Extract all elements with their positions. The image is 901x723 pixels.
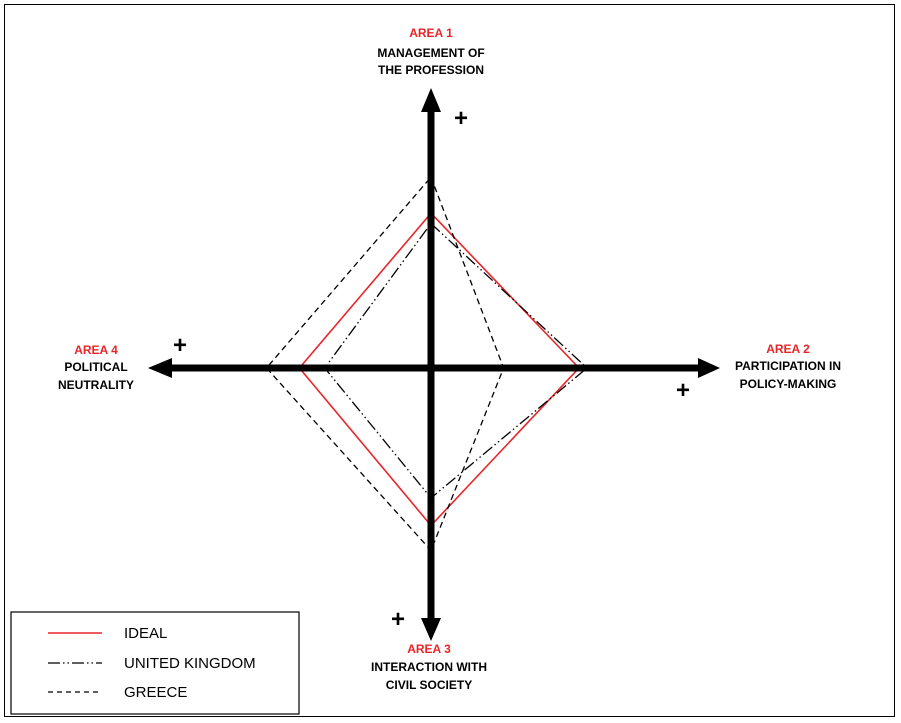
area1-plus: + bbox=[454, 105, 468, 132]
area1-title: AREA 1 bbox=[409, 26, 453, 40]
legend: IDEAL UNITED KINGDOM GREECE bbox=[10, 611, 300, 715]
area3-plus: + bbox=[391, 606, 405, 633]
legend-label-greece: GREECE bbox=[124, 684, 187, 701]
area2-title: AREA 2 bbox=[766, 342, 810, 356]
legend-label-ideal: IDEAL bbox=[124, 625, 167, 642]
arrow-area3-icon bbox=[421, 618, 441, 641]
legend-item-united-kingdom: UNITED KINGDOM bbox=[48, 655, 256, 672]
area4-line2: NEUTRALITY bbox=[58, 378, 134, 392]
series-layer bbox=[265, 175, 588, 552]
area1-label: AREA 1 MANAGEMENT OF THE PROFESSION + bbox=[377, 26, 484, 132]
arrow-area4-icon bbox=[148, 358, 172, 378]
diagram-frame bbox=[4, 4, 895, 717]
arrow-area1-icon bbox=[421, 88, 441, 112]
area2-plus: + bbox=[676, 377, 690, 404]
legend-item-ideal: IDEAL bbox=[48, 625, 167, 642]
area3-title: AREA 3 bbox=[407, 642, 451, 656]
area2-label: AREA 2 PARTICIPATION IN POLICY-MAKING + bbox=[676, 342, 841, 404]
area3-line2: CIVIL SOCIETY bbox=[386, 678, 472, 692]
series-united-kingdom-polygon bbox=[323, 222, 588, 499]
area3-label: AREA 3 INTERACTION WITH CIVIL SOCIETY + bbox=[371, 606, 487, 692]
area4-label: AREA 4 POLITICAL NEUTRALITY + bbox=[58, 332, 187, 392]
area2-line2: POLICY-MAKING bbox=[740, 377, 837, 391]
legend-item-greece: GREECE bbox=[48, 684, 187, 701]
area1-line1: MANAGEMENT OF bbox=[377, 46, 484, 60]
area3-line1: INTERACTION WITH bbox=[371, 660, 487, 674]
area2-line1: PARTICIPATION IN bbox=[735, 359, 841, 373]
area1-line2: THE PROFESSION bbox=[378, 63, 484, 77]
area4-plus: + bbox=[173, 332, 187, 359]
arrow-area2-icon bbox=[698, 358, 720, 378]
area4-title: AREA 4 bbox=[74, 343, 118, 357]
legend-label-united-kingdom: UNITED KINGDOM bbox=[124, 655, 256, 672]
axes bbox=[148, 88, 720, 641]
area4-line1: POLITICAL bbox=[64, 360, 127, 374]
